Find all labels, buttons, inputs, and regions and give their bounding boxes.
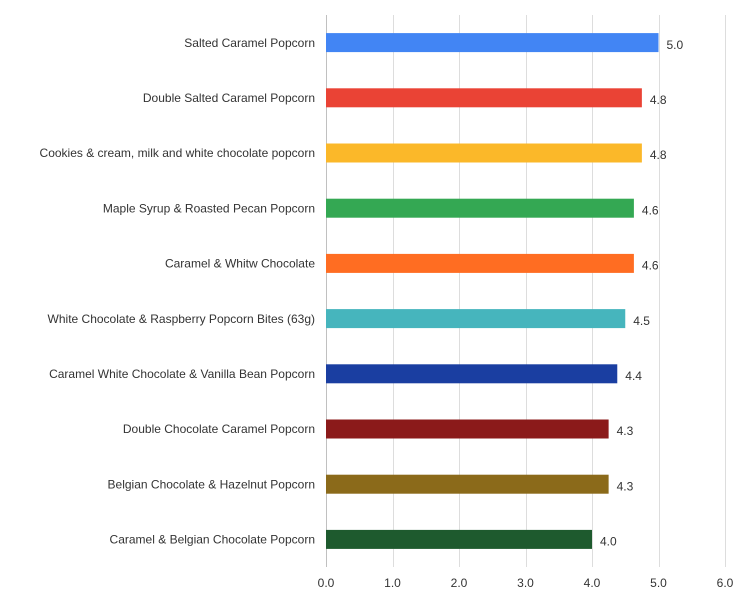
category-label: Salted Caramel Popcorn xyxy=(184,36,315,50)
value-labels: 5.0 4.8 4.8 4.6 4.6 4.5 4.4 4.3 4.3 4.0 xyxy=(600,38,684,549)
value-label: 4.3 xyxy=(617,479,634,493)
value-label: 4.8 xyxy=(650,93,667,107)
bar xyxy=(326,88,642,108)
x-tick-label: 4.0 xyxy=(584,576,601,590)
bar xyxy=(326,419,609,439)
category-label: Double Chocolate Caramel Popcorn xyxy=(123,422,315,436)
category-label: Cookies & cream, milk and white chocolat… xyxy=(40,146,315,160)
value-label: 4.6 xyxy=(642,259,659,273)
value-label: 4.0 xyxy=(600,535,617,549)
bars xyxy=(326,33,659,549)
category-label: Double Salted Caramel Popcorn xyxy=(143,91,315,105)
x-tick-label: 6.0 xyxy=(717,576,734,590)
x-tick-label: 5.0 xyxy=(650,576,667,590)
value-label: 4.6 xyxy=(642,203,659,217)
bar xyxy=(326,33,659,53)
value-label: 4.5 xyxy=(633,314,650,328)
value-label: 5.0 xyxy=(667,38,684,52)
category-labels: Salted Caramel Popcorn Double Salted Cara… xyxy=(40,36,316,547)
bar xyxy=(326,529,592,549)
category-label: Maple Syrup & Roasted Pecan Popcorn xyxy=(103,201,315,215)
bar xyxy=(326,253,634,273)
x-tick-label: 3.0 xyxy=(517,576,534,590)
bar xyxy=(326,364,618,384)
x-tick-label: 2.0 xyxy=(451,576,468,590)
bar xyxy=(326,309,626,329)
value-label: 4.8 xyxy=(650,148,667,162)
category-label: Caramel & Belgian Chocolate Popcorn xyxy=(110,533,315,547)
bar xyxy=(326,198,634,218)
x-tick-label: 1.0 xyxy=(384,576,401,590)
category-label: White Chocolate & Raspberry Popcorn Bite… xyxy=(48,312,315,326)
value-label: 4.4 xyxy=(625,369,642,383)
bar xyxy=(326,474,609,494)
category-label: Caramel White Chocolate & Vanilla Bean P… xyxy=(49,367,315,381)
bar xyxy=(326,143,642,163)
x-tick-label: 0.0 xyxy=(318,576,335,590)
x-axis-ticks: 0.0 1.0 2.0 3.0 4.0 5.0 6.0 xyxy=(318,576,734,590)
value-label: 4.3 xyxy=(617,424,634,438)
category-label: Belgian Chocolate & Hazelnut Popcorn xyxy=(108,477,315,491)
category-label: Caramel & Whitw Chocolate xyxy=(165,257,315,271)
